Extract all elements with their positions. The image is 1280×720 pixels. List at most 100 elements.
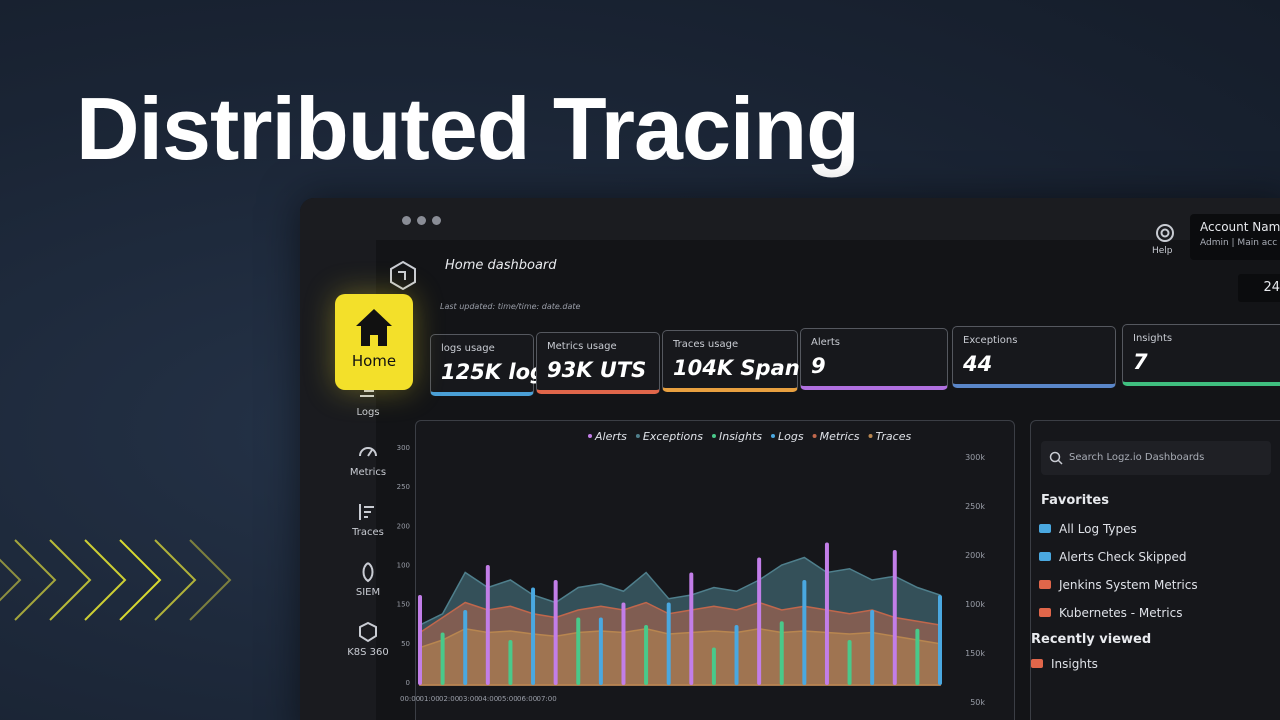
sidebar-item[interactable]: SIEM [330,560,406,598]
bar [779,621,784,685]
legend-dot [812,434,817,438]
help-icon[interactable] [1154,222,1176,244]
card-label: Alerts [811,337,841,348]
area [419,627,941,686]
y-tick-label: 100 [397,562,410,570]
x-tick-label: 07:00 [537,695,557,703]
legend-label: Metrics [820,430,860,443]
y-tick-label: 0 [406,679,410,687]
bar [689,572,694,685]
sidebar-item[interactable]: K8S 360 [330,620,406,658]
card-label: Exceptions [963,335,1018,346]
card-value: 7 [1133,350,1148,374]
sidebar-icon [362,562,374,583]
stat-card: Traces usage 104K Spans [662,330,813,392]
bar [576,617,581,685]
legend-label: Exceptions [643,430,703,443]
x-tick-label: 03:00 [459,695,479,703]
y-tick-label: 50 [401,640,410,648]
bar [553,580,558,685]
recent-item[interactable]: Insights [1031,657,1280,671]
bar [824,542,829,685]
window-dot [417,216,426,225]
legend-dot [635,434,640,438]
bar [440,632,445,685]
bar [734,625,739,685]
sidebar-label: SIEM [355,587,381,598]
account-name: Account Name [1200,220,1280,234]
home-icon [356,309,392,346]
favorites-title: Favorites [1041,493,1109,508]
favorite-label: Jenkins System Metrics [1059,578,1198,592]
bar [915,628,920,685]
bar [463,610,468,685]
help-label[interactable]: Help [1152,246,1173,256]
bar [802,580,807,685]
favorite-label: All Log Types [1059,522,1137,536]
card-label: Traces usage [673,339,739,350]
bar [666,602,671,685]
card-value: 93K UTS [547,358,647,382]
home-button[interactable]: Home [335,294,413,390]
sidebar-icon [359,504,374,520]
y2-tick-label: 150k [965,649,985,658]
bar [418,595,422,685]
legend-label: Alerts [594,430,627,443]
bar [531,587,536,685]
sidebar-item[interactable]: Metrics [330,440,406,478]
icon-stroke [359,504,374,520]
hero-title: Distributed Tracing [76,79,860,178]
stat-card: Exceptions 44 [952,326,1116,388]
bar [485,565,490,685]
sidebar-label: Traces [352,527,384,538]
favorite-item[interactable]: All Log Types [1039,522,1280,536]
card-value: 44 [963,352,993,376]
recent-title: Recently viewed [1031,632,1152,647]
icon-stroke [359,621,377,643]
sidebar-icon [359,621,377,643]
card-label: Metrics usage [547,341,617,352]
favorite-item[interactable]: Kubernetes - Metrics [1039,606,1280,620]
card-value: 104K Spans [673,356,813,380]
search-icon [1049,451,1063,465]
y-tick-label: 250 [397,483,410,491]
favorite-item[interactable]: Alerts Check Skipped [1039,550,1280,564]
sidebar-label: K8S 360 [347,647,389,658]
search-placeholder: Search Logz.io Dashboards [1069,452,1205,463]
legend-dot [868,434,873,438]
favorite-icon [1039,608,1051,617]
y2-tick-label: 100k [965,600,985,609]
x-tick-label: 06:00 [517,695,537,703]
x-tick-label: 02:00 [439,695,459,703]
y-tick-label: 300 [397,444,410,452]
favorite-item[interactable]: Jenkins System Metrics [1039,578,1280,592]
card-label: Insights [1133,333,1173,344]
y-tick-label: 200 [397,522,410,530]
legend-label: Logs [778,430,804,443]
bar [757,557,762,685]
bar [621,602,626,685]
window-dot [432,216,441,225]
time-range[interactable]: 24 [1238,274,1280,302]
card-label: logs usage [441,343,495,354]
logo [390,260,416,290]
x-tick-label: 05:00 [498,695,518,703]
stat-card: Metrics usage 93K UTS [536,332,660,394]
x-tick-label: 01:00 [420,695,440,703]
favorite-icon [1039,580,1051,589]
sidebar-item[interactable]: Traces [330,500,406,538]
account-box[interactable]: Account Name Admin | Main acc [1190,214,1280,260]
bar [508,640,513,685]
dashboard-window: Logs Metrics Traces SIEM K8S 360 Home dashbo… [300,198,1280,720]
y2-tick-label: 250k [965,502,985,511]
bar [892,550,897,685]
stat-card: logs usage 125K logs [430,334,558,396]
side-panel: Search Logz.io Dashboards Favorites All … [1030,420,1280,720]
search-box[interactable]: Search Logz.io Dashboards [1041,441,1271,475]
legend-dot [588,434,592,438]
card-value: 9 [811,354,826,378]
y2-tick-label: 50k [970,698,985,707]
sidebar-icon [359,447,377,457]
recent-icon [1031,659,1043,668]
x-tick-label: 00:00 [400,695,420,703]
